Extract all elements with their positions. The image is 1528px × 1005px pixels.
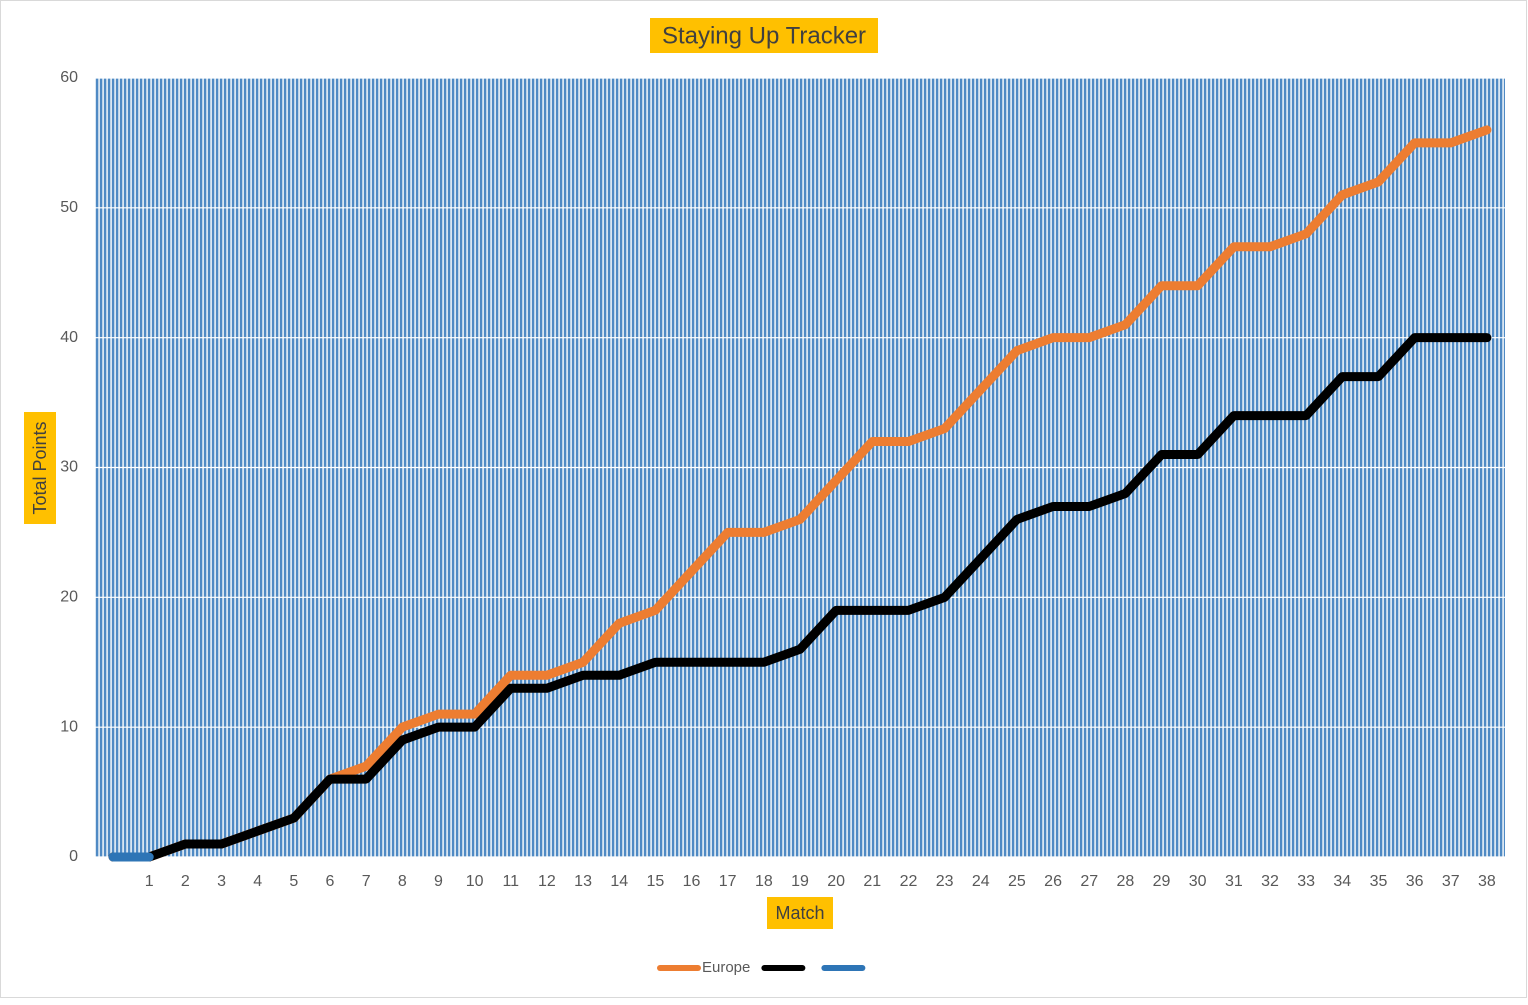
x-tick-label: 14: [610, 873, 628, 890]
y-tick-label: 0: [69, 848, 78, 865]
x-tick-label: 18: [755, 873, 773, 890]
x-tick-label: 32: [1261, 873, 1279, 890]
x-tick-label: 24: [972, 873, 990, 890]
y-tick-label: 30: [60, 459, 78, 476]
x-tick-label: 30: [1189, 873, 1207, 890]
x-tick-label: 22: [900, 873, 918, 890]
x-tick-label: 4: [253, 873, 262, 890]
x-label-box: [767, 897, 833, 929]
x-tick-label: 13: [574, 873, 592, 890]
y-tick-label: 50: [60, 199, 78, 216]
y-label-box: [24, 412, 56, 524]
x-tick-label: 10: [466, 873, 484, 890]
x-tick-label: 6: [326, 873, 335, 890]
x-tick-label: 5: [289, 873, 298, 890]
x-tick-label: 16: [683, 873, 701, 890]
x-tick-label: 7: [362, 873, 371, 890]
x-tick-label: 33: [1297, 873, 1315, 890]
title-box: [650, 18, 878, 53]
x-tick-label: 20: [827, 873, 845, 890]
x-tick-label: 19: [791, 873, 809, 890]
x-tick-label: 28: [1116, 873, 1134, 890]
x-tick-label: 8: [398, 873, 407, 890]
x-tick-label: 9: [434, 873, 443, 890]
y-tick-label: 40: [60, 329, 78, 346]
x-tick-label: 36: [1406, 873, 1424, 890]
chart-title: Staying Up Tracker: [662, 22, 866, 49]
series-line: [108, 333, 1492, 862]
x-axis-label: Match: [775, 903, 824, 923]
x-tick-label: 37: [1442, 873, 1460, 890]
x-tick-label: 26: [1044, 873, 1062, 890]
y-tick-label: 10: [60, 718, 78, 735]
x-tick-label: 15: [646, 873, 664, 890]
x-tick-label: 34: [1333, 873, 1351, 890]
y-tick-label: 60: [60, 69, 78, 86]
x-tick-label: 17: [719, 873, 737, 890]
x-tick-label: 27: [1080, 873, 1098, 890]
x-tick-label: 1: [145, 873, 154, 890]
x-tick-label: 31: [1225, 873, 1243, 890]
x-tick-label: 3: [217, 873, 226, 890]
x-tick-label: 25: [1008, 873, 1026, 890]
legend-label: Europe: [702, 959, 750, 976]
x-tick-label: 23: [936, 873, 954, 890]
x-tick-label: 38: [1478, 873, 1496, 890]
x-tick-label: 2: [181, 873, 190, 890]
x-tick-label: 11: [502, 873, 519, 890]
x-tick-label: 29: [1153, 873, 1171, 890]
x-tick-label: 35: [1370, 873, 1388, 890]
y-axis-label: Total Points: [30, 421, 50, 514]
y-tick-label: 20: [60, 589, 78, 606]
x-tick-label: 12: [538, 873, 556, 890]
x-tick-label: 21: [863, 873, 881, 890]
